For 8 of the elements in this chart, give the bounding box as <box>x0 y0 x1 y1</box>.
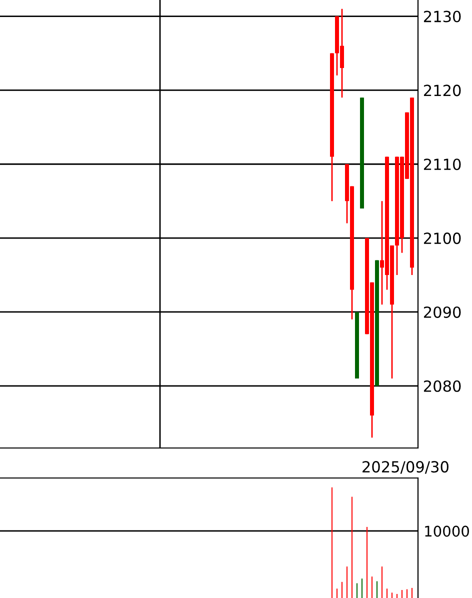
y-tick-label: 2080 <box>424 380 461 392</box>
text: 2025/09/30 <box>362 461 448 474</box>
y-tick-label: 10000 <box>425 526 469 537</box>
y-tick-label: 2090 <box>424 306 461 318</box>
y-tick-label: 2100 <box>424 232 461 244</box>
y-tick-label: 2130 <box>424 10 461 22</box>
y-tick-label: 2120 <box>424 84 461 96</box>
y-tick-label: 2110 <box>424 158 461 170</box>
